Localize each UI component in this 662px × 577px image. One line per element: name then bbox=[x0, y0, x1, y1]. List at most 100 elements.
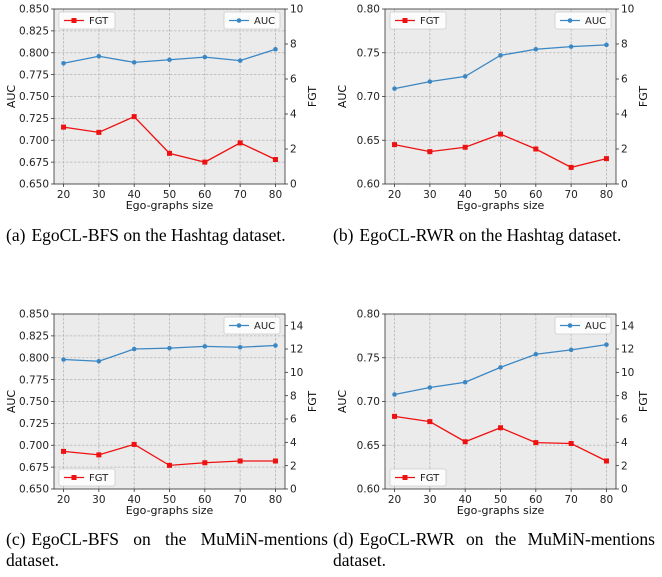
legend-box-a bbox=[58, 11, 116, 30]
point-auc-d bbox=[604, 342, 609, 347]
point-fgt-c bbox=[131, 441, 137, 447]
x-axis-label-b: Ego-graphs size bbox=[457, 199, 545, 212]
right-tick-label-c: 6 bbox=[290, 414, 297, 426]
chart-a-svg: 0.650 0.675 0.700 0.725 0.750 0.775 0.800 0.825… bbox=[5, 4, 319, 212]
right-tick-label-a: 8 bbox=[290, 39, 297, 51]
x-tick-label-b: 80 bbox=[600, 189, 613, 201]
x-tick-label-b: 40 bbox=[458, 189, 471, 201]
legend-box-b bbox=[554, 11, 612, 30]
x-tick-label-d: 30 bbox=[423, 494, 436, 506]
point-fgt-d bbox=[603, 458, 609, 464]
y-axis-label-right-b: FGT bbox=[637, 86, 650, 107]
right-tick-label-d: 8 bbox=[621, 390, 628, 402]
x-tick-label-c: 40 bbox=[127, 494, 140, 506]
point-auc-b bbox=[568, 44, 574, 49]
point-auc-c bbox=[273, 343, 278, 348]
legend-box-b bbox=[389, 11, 447, 30]
legend-box-d bbox=[554, 316, 612, 335]
y-axis-label-right-a: FGT bbox=[306, 86, 319, 107]
y-axis-label-left-d: AUC bbox=[336, 390, 349, 414]
point-fgt-b bbox=[392, 142, 398, 148]
caption-a-text: EgoCL-BFS on the Hashtag dataset. bbox=[31, 225, 286, 245]
chart-b: 0.60 0.65 0.70 0.75 0.80 0 2 4 6 8 10 20 30 40 50 60 70 8… bbox=[331, 0, 662, 215]
point-auc-d bbox=[498, 365, 503, 370]
point-fgt-d bbox=[427, 419, 433, 425]
legend-fgt-d: FGT bbox=[389, 468, 447, 487]
x-tick-label-c: 50 bbox=[163, 494, 176, 506]
chart-c: 0.650 0.675 0.700 0.725 0.750 0.775 0.800 0.825… bbox=[0, 305, 331, 520]
legend-label-d: FGT bbox=[420, 473, 440, 484]
left-tick-label-c: 0.650 bbox=[19, 484, 49, 496]
legend-marker-b bbox=[402, 18, 408, 23]
left-tick-label-b: 0.60 bbox=[357, 179, 380, 191]
point-fgt-a bbox=[167, 150, 172, 156]
x-tick-label-c: 80 bbox=[269, 494, 282, 506]
point-fgt-d bbox=[392, 413, 398, 419]
caption-c-tag: (c) bbox=[6, 529, 26, 549]
right-tick-label-d: 2 bbox=[621, 460, 628, 472]
legend-label-c: FGT bbox=[89, 473, 109, 484]
right-tick-label-b: 10 bbox=[621, 4, 634, 16]
left-tick-label-b: 0.65 bbox=[357, 135, 380, 147]
legend-label-b: FGT bbox=[420, 16, 440, 27]
caption-d: (d) EgoCL-RWR on the MuMiN-mentions datas… bbox=[333, 529, 655, 571]
left-tick-label-c: 0.750 bbox=[19, 396, 49, 408]
legend-label-b: AUC bbox=[585, 16, 606, 27]
x-tick-label-a: 40 bbox=[127, 189, 140, 201]
legend-box-d bbox=[389, 468, 447, 487]
left-tick-label-c: 0.775 bbox=[19, 374, 49, 386]
right-tick-label-c: 14 bbox=[290, 320, 304, 332]
left-tick-label-a: 0.825 bbox=[19, 26, 49, 38]
legend-box-c bbox=[223, 316, 281, 335]
right-tick-label-c: 12 bbox=[290, 344, 303, 356]
right-tick-label-b: 8 bbox=[621, 39, 628, 51]
right-tick-label-b: 6 bbox=[621, 74, 628, 86]
left-tick-label-b: 0.75 bbox=[357, 47, 380, 59]
point-auc-a bbox=[273, 46, 278, 52]
point-auc-a bbox=[61, 60, 66, 66]
legend-label-a: FGT bbox=[89, 16, 109, 27]
right-tick-label-d: 6 bbox=[621, 414, 628, 426]
x-tick-label-b: 60 bbox=[529, 189, 542, 201]
point-auc-c bbox=[61, 357, 66, 362]
left-tick-label-c: 0.825 bbox=[19, 331, 49, 343]
point-fgt-b bbox=[498, 131, 503, 137]
legend-box-c bbox=[58, 468, 116, 487]
point-fgt-a bbox=[61, 124, 67, 130]
left-tick-label-c: 0.850 bbox=[19, 309, 49, 321]
chart-d-svg: 0.60 0.65 0.70 0.75 0.80 0 2 4 6 8 10 12 14 20 30 40 50 6… bbox=[336, 309, 650, 517]
y-axis-label-right-c: FGT bbox=[306, 391, 319, 412]
caption-b: (b) EgoCL-RWR on the Hashtag dataset. bbox=[333, 225, 655, 246]
left-tick-label-d: 0.70 bbox=[357, 396, 380, 408]
point-auc-d bbox=[462, 379, 468, 385]
legend-marker-d bbox=[567, 323, 573, 328]
caption-a: (a) EgoCL-BFS on the Hashtag dataset. bbox=[6, 225, 328, 246]
point-auc-c bbox=[167, 345, 172, 351]
x-tick-label-d: 70 bbox=[564, 494, 577, 506]
x-tick-label-a: 30 bbox=[92, 189, 105, 201]
x-tick-label-d: 20 bbox=[388, 494, 401, 506]
right-tick-label-a: 10 bbox=[290, 4, 303, 16]
x-axis-label-a: Ego-graphs size bbox=[126, 199, 214, 212]
legend-marker-c bbox=[71, 475, 77, 480]
right-tick-label-c: 2 bbox=[290, 460, 297, 472]
left-tick-label-c: 0.725 bbox=[19, 418, 49, 430]
right-tick-label-d: 14 bbox=[621, 320, 635, 332]
right-tick-label-c: 10 bbox=[290, 367, 303, 379]
left-tick-label-c: 0.675 bbox=[19, 462, 49, 474]
chart-d: 0.60 0.65 0.70 0.75 0.80 0 2 4 6 8 10 12 14 20 30 40 50 6… bbox=[331, 305, 662, 520]
point-fgt-a bbox=[272, 157, 278, 162]
x-tick-label-d: 60 bbox=[529, 494, 542, 506]
y-axis-label-left-a: AUC bbox=[5, 85, 18, 109]
point-fgt-a bbox=[131, 114, 137, 120]
point-auc-b bbox=[604, 42, 609, 48]
legend-marker-a bbox=[71, 18, 77, 23]
x-tick-label-a: 60 bbox=[198, 189, 211, 201]
x-tick-label-a: 70 bbox=[233, 189, 246, 201]
left-tick-label-a: 0.750 bbox=[19, 91, 49, 103]
left-tick-label-a: 0.650 bbox=[19, 179, 49, 191]
point-fgt-b bbox=[427, 149, 433, 155]
y-axis-label-left-c: AUC bbox=[5, 390, 18, 414]
x-tick-label-c: 60 bbox=[198, 494, 211, 506]
point-fgt-b bbox=[462, 144, 468, 150]
